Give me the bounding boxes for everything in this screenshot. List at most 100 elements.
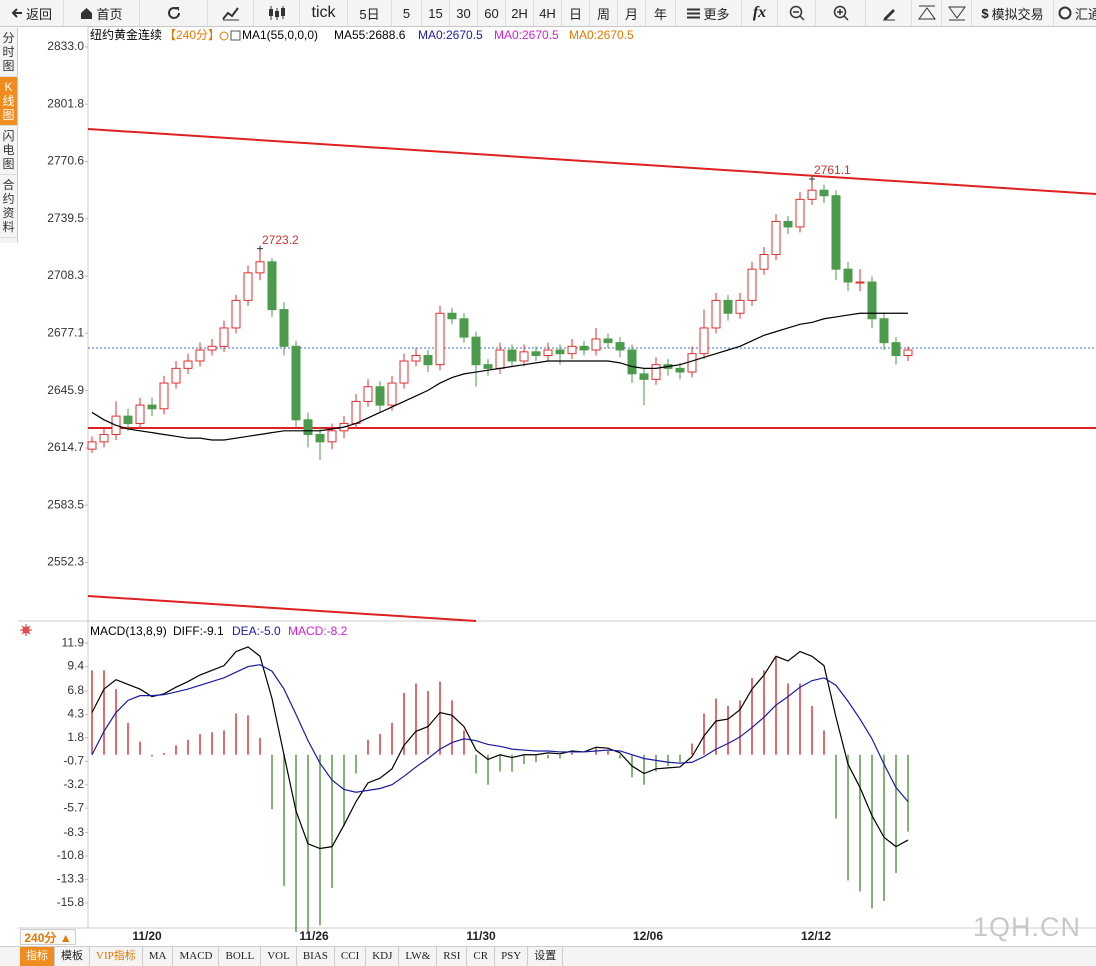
candle-body (723, 299, 733, 314)
indicator-tab[interactable]: LW& (399, 947, 438, 966)
sidebar-tab[interactable]: 合约资料 (0, 175, 17, 238)
indicator-tab[interactable]: 设置 (528, 947, 564, 966)
period-button[interactable]: 5 (392, 0, 422, 26)
icon[interactable] (219, 31, 229, 41)
settings-icon[interactable] (20, 624, 32, 636)
indicator-tab[interactable]: MACD (173, 947, 220, 966)
period-button[interactable]: tick (300, 0, 348, 26)
period-button[interactable]: 日 (562, 0, 590, 26)
period-button[interactable]: 60 (478, 0, 506, 26)
period-button[interactable]: 4H (534, 0, 562, 26)
refresh-button[interactable] (140, 0, 208, 26)
down-button[interactable] (942, 0, 972, 26)
sidebar-tab[interactable]: K线图 (0, 77, 17, 126)
indicator-tab[interactable]: PSY (495, 947, 529, 966)
candle-body (507, 349, 517, 362)
candle-body (351, 400, 361, 424)
y-tick-label: 6.8 (67, 683, 84, 697)
period-button[interactable]: 30 (450, 0, 478, 26)
chart-type-button[interactable] (208, 0, 254, 26)
candle-body (795, 198, 805, 228)
y-tick-label: 2833.0 (47, 39, 84, 53)
indicator-tab[interactable]: 模板 (55, 947, 90, 966)
trend-line (87, 595, 477, 622)
candle-body (255, 261, 265, 274)
icon[interactable] (230, 30, 241, 41)
simulate-button[interactable]: $ 模拟交易 (972, 0, 1054, 26)
indicator-tab[interactable]: CR (467, 947, 496, 966)
candle-body (651, 364, 661, 380)
period-button[interactable]: 周 (590, 0, 618, 26)
y-tick-label: 2770.6 (47, 154, 84, 168)
candle-body (243, 272, 253, 301)
candle-body (771, 220, 781, 255)
candle-body (231, 299, 241, 329)
high-marker (257, 245, 263, 252)
indicator-tab[interactable]: VIP指标 (90, 947, 143, 966)
candle-body (99, 433, 109, 443)
sidebar-tab[interactable]: 分时图 (0, 28, 17, 77)
indicator-tab[interactable]: BOLL (219, 947, 262, 966)
candle-body (411, 355, 421, 362)
period-selector[interactable]: 240分 ▲ (20, 929, 76, 945)
candle-body (675, 367, 685, 373)
candle-body (903, 349, 913, 357)
y-tick-label: -0.7 (63, 753, 84, 767)
label: 汇通 (1075, 6, 1096, 22)
period-button[interactable]: 15 (422, 0, 450, 26)
period-button[interactable]: 年 (646, 0, 676, 26)
candle-body (423, 355, 433, 366)
back-button[interactable]: 返回 (0, 0, 64, 26)
indicator-tab[interactable]: KDJ (366, 947, 400, 966)
macd-legend-dea: DEA:-5.0 (232, 624, 281, 638)
more-button[interactable]: 更多 (676, 0, 742, 26)
indicator-tab[interactable]: VOL (261, 947, 297, 966)
home-button[interactable]: 首页 (64, 0, 140, 26)
indicator-tab[interactable]: RSI (437, 947, 468, 966)
formula-button[interactable]: fx (742, 0, 778, 26)
sidebar-tab[interactable]: 闪电图 (0, 126, 17, 175)
zoom-in-button[interactable] (816, 0, 866, 26)
label: 年 (653, 6, 667, 22)
label: 15 (428, 5, 443, 21)
candle-body (867, 281, 877, 320)
candle-body (447, 312, 457, 320)
candle-body (183, 360, 193, 369)
indicator-tab[interactable]: MA (143, 947, 174, 966)
label: 5日 (359, 6, 380, 22)
toolbar: 返回 首页 tick 5日 5 15 30 60 2H 4H 日 周 月 年 更… (0, 0, 1096, 27)
candle-body (123, 415, 133, 424)
y-tick-label: -13.3 (57, 872, 85, 886)
period-button[interactable]: 2H (506, 0, 534, 26)
legend-ma55: MA55:2688.6 (334, 28, 406, 42)
label: 4H (539, 5, 556, 21)
draw-button[interactable] (866, 0, 912, 26)
candle-body (435, 312, 445, 366)
y-tick-label: 2739.5 (47, 211, 84, 225)
y-tick-label: -10.8 (57, 848, 85, 862)
huitong-button[interactable]: 汇通 (1054, 0, 1096, 26)
candle-body (687, 353, 697, 373)
watermark: 1QH.CN (973, 912, 1082, 942)
candle-body (699, 327, 709, 355)
indicator-tab[interactable]: 指标 (20, 947, 55, 966)
indicator-tab[interactable]: BIAS (297, 947, 335, 966)
period-button[interactable]: 5日 (348, 0, 392, 26)
candle-body (147, 404, 157, 410)
up-button[interactable] (912, 0, 942, 26)
candle-body (627, 349, 637, 375)
zoom-out-button[interactable] (778, 0, 816, 26)
ma55-line (91, 312, 908, 441)
candle-type-button[interactable] (254, 0, 300, 26)
y-tick-label: -3.2 (63, 777, 84, 791)
indicator-tabs: 指标 模板 VIP指标 MA MACD BOLL VOL BIAS CCI KDJ LW& RSI CR… (0, 946, 1096, 966)
macd-legend-macd: MACD:-8.2 (288, 624, 348, 638)
period-button[interactable]: 月 (618, 0, 646, 26)
candle-body (639, 373, 649, 380)
legend-symbol: 纽约黄金连续 (90, 27, 162, 42)
indicator-tab[interactable]: CCI (335, 947, 367, 966)
candle-body (735, 299, 745, 314)
y-tick-label: -5.7 (63, 800, 84, 814)
candle-body (459, 318, 469, 338)
